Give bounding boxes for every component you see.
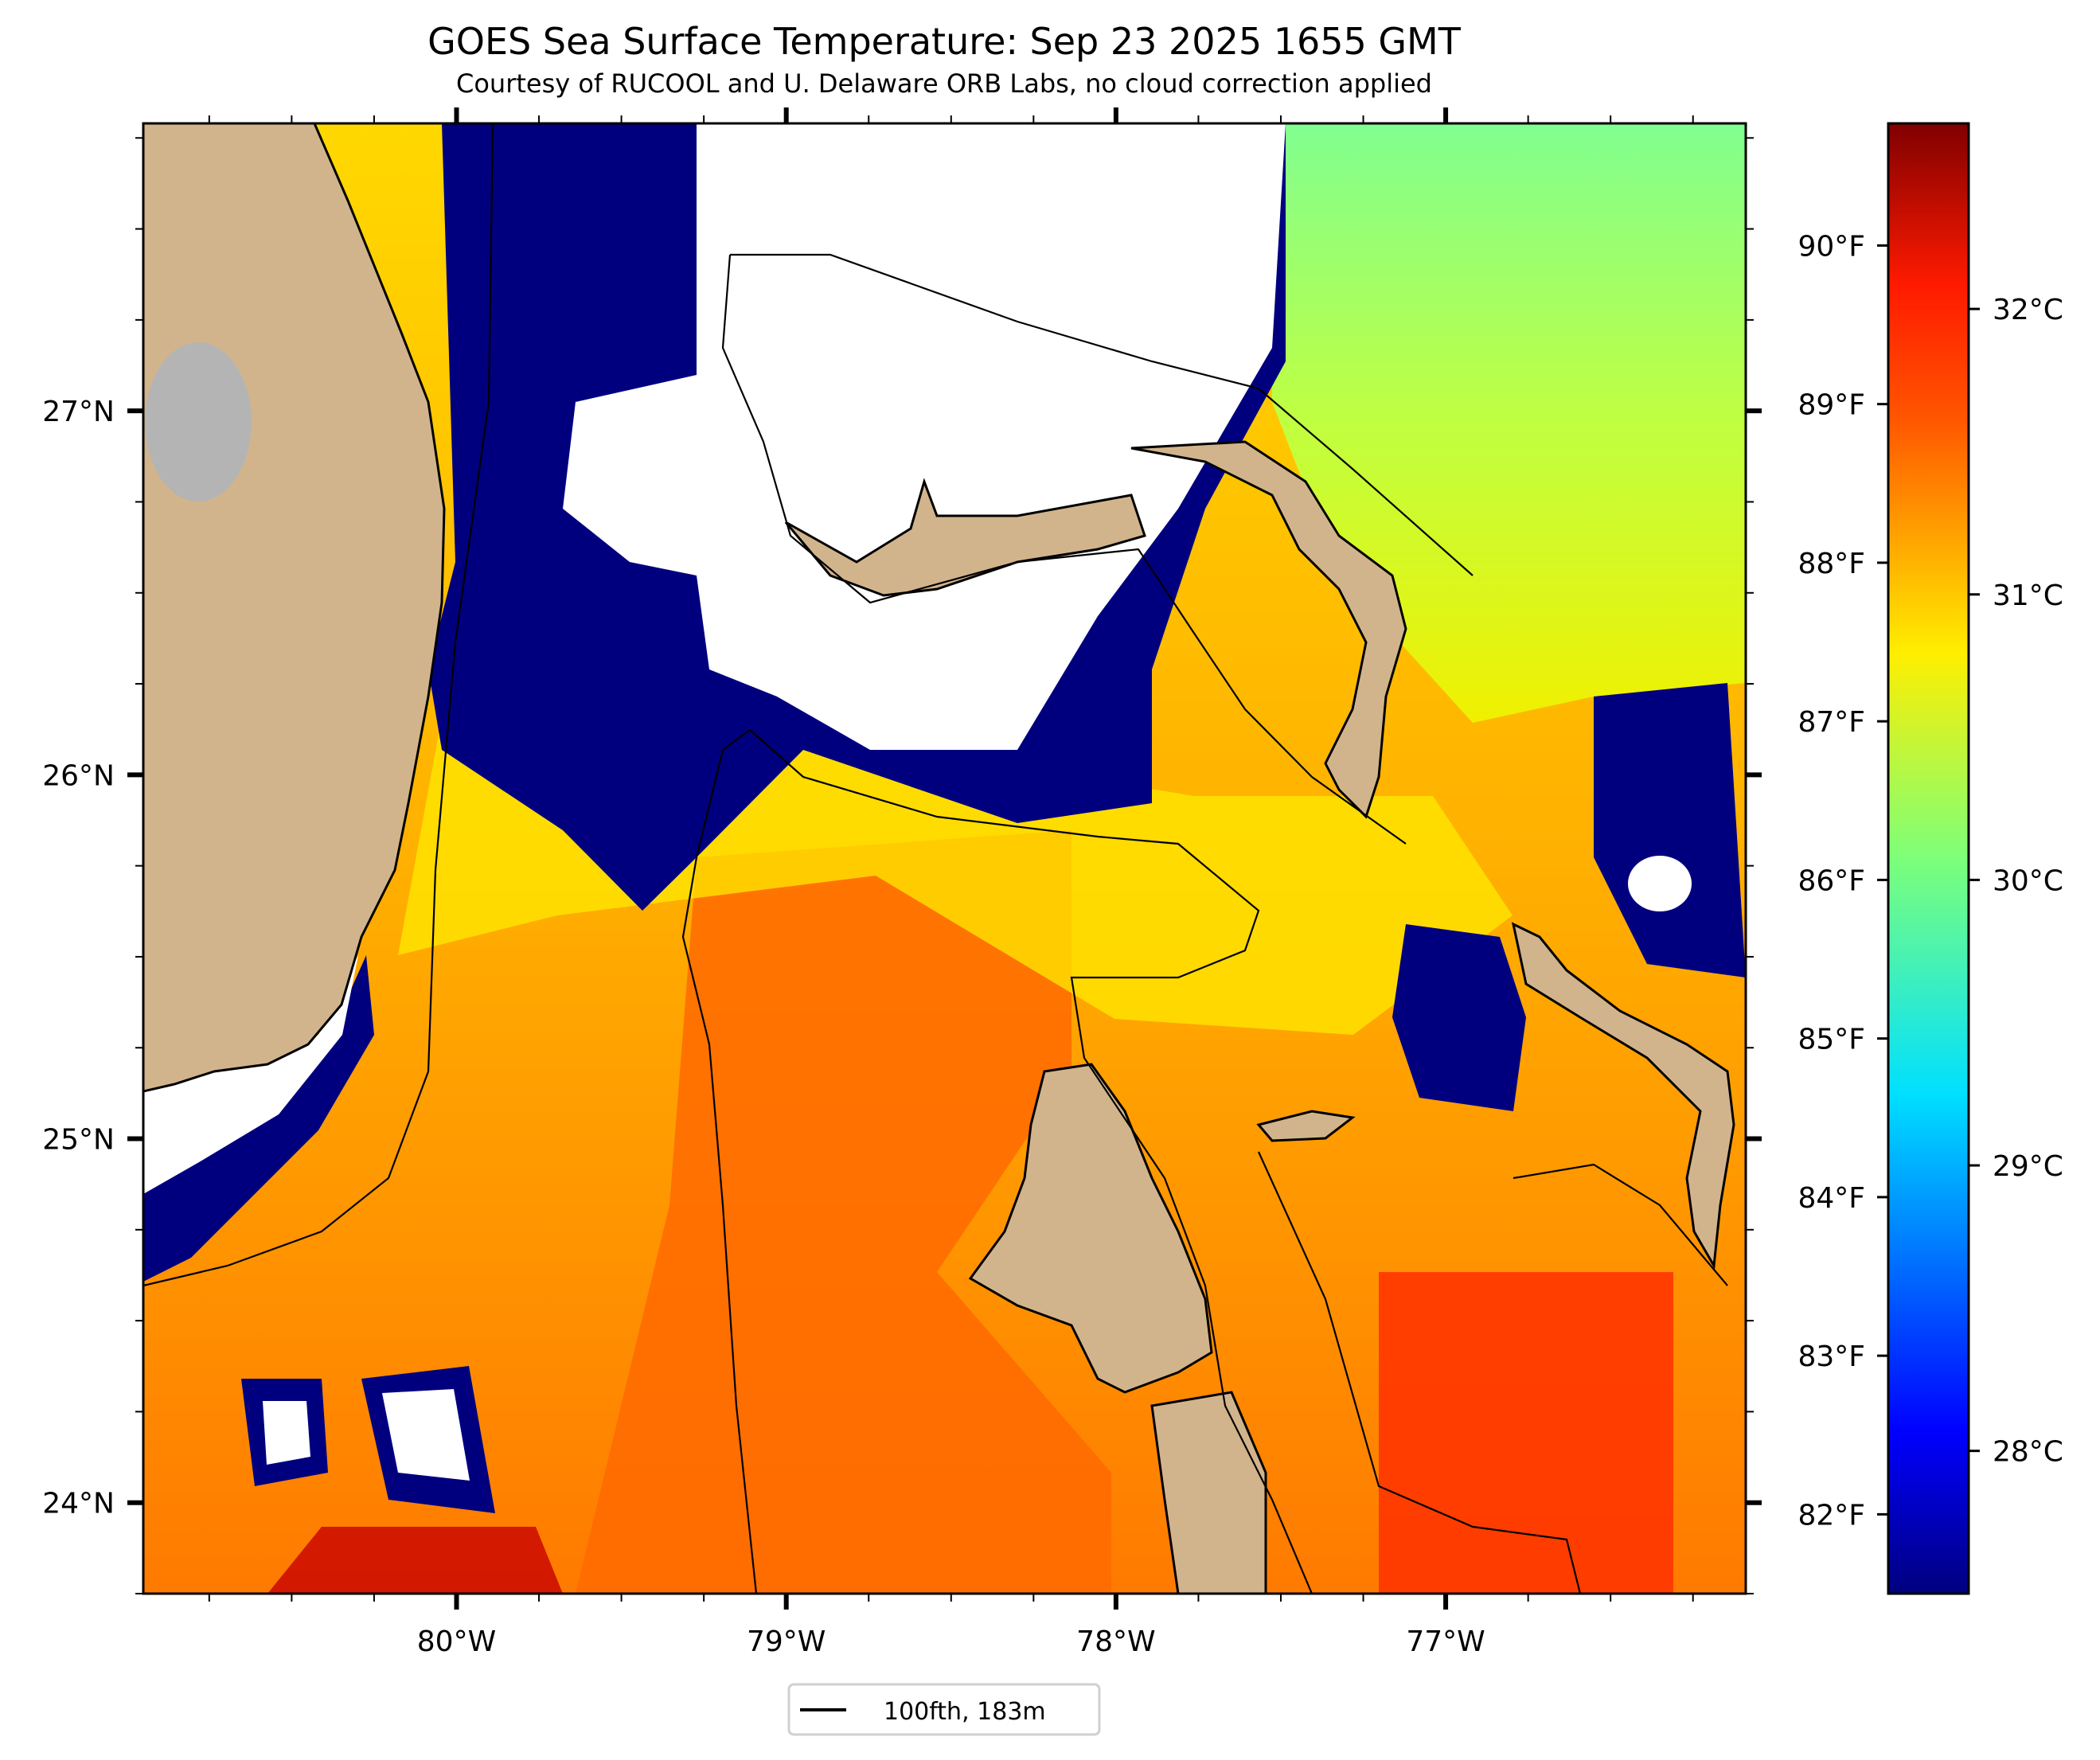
lake-okeechobee (145, 342, 252, 501)
lon-tick-label: 78°W (1076, 1625, 1155, 1658)
land-eleuthera (1511, 922, 1735, 1270)
fahrenheit-tick-label: 88°F (1797, 548, 1865, 580)
isobath-tongue-of-ocean (1257, 1151, 1582, 1594)
hot-water-southwest (267, 1527, 563, 1594)
isobath-exuma-sound (1513, 1163, 1728, 1286)
warm-water-central (576, 830, 1111, 1594)
fahrenheit-tick-label: 87°F (1797, 706, 1865, 739)
celsius-tick-label: 29°C (1993, 1150, 2063, 1183)
isobath-west-bahama-bank (681, 729, 758, 1594)
legend: 100fth, 183m (787, 1683, 1101, 1736)
map-ticks: 80°W 79°W 78°W 77°W 27°N 26°N 25°N 24°N (42, 107, 1762, 1658)
lon-tick-label: 80°W (417, 1625, 496, 1658)
land-south-andros (1150, 1391, 1267, 1594)
celsius-tick-label: 30°C (1993, 864, 2063, 897)
fahrenheit-tick-label: 86°F (1797, 864, 1865, 897)
isobath-little-bahama-bank-north (730, 253, 1474, 576)
cloud-patch-east-2 (1392, 924, 1526, 1111)
no-data-hole-east (1628, 856, 1692, 911)
cloud-patch-east (1594, 683, 1746, 978)
isobath-great-bahama-bank (749, 729, 1313, 1594)
map-frame (142, 122, 1747, 1595)
fahrenheit-tick-label: 85°F (1797, 1024, 1865, 1056)
no-data-hole-southwest (263, 1401, 310, 1465)
no-data-coast-florida (143, 955, 358, 1194)
fahrenheit-tick-label: 82°F (1797, 1499, 1865, 1532)
celsius-tick-label: 32°C (1993, 294, 2063, 326)
isobath-florida-strait (143, 123, 494, 1287)
fahrenheit-tick-label: 84°F (1797, 1182, 1865, 1215)
legend-label: 100fth, 183m (884, 1698, 1046, 1726)
sst-map (143, 123, 1746, 1594)
land-new-providence (1256, 1110, 1356, 1142)
land-andros (968, 1063, 1213, 1394)
warm-water-southeast (1379, 1272, 1673, 1594)
lon-tick-label: 77°W (1406, 1625, 1485, 1658)
isobath-little-bahama-bank-south (721, 254, 1407, 845)
lon-tick-label: 79°W (747, 1625, 826, 1658)
celsius-tick-label: 31°C (1993, 580, 2063, 612)
colorbar-ticks: 32°C 31°C 30°C 29°C 28°C 90°F 89°F 88°F 87°F 86°F… (1797, 230, 2063, 1532)
no-data-hole-southwest-2 (382, 1389, 470, 1481)
lat-tick-label: 26°N (42, 759, 115, 792)
lat-tick-label: 24°N (42, 1488, 115, 1520)
land-grand-bahama (784, 478, 1146, 597)
isobath-100fth (143, 123, 1728, 1594)
legend-box (787, 1683, 1101, 1736)
fahrenheit-tick-label: 90°F (1797, 230, 1865, 263)
colorbar (1887, 122, 1970, 1595)
fahrenheit-tick-label: 83°F (1797, 1340, 1865, 1373)
fahrenheit-tick-label: 89°F (1797, 389, 1865, 422)
no-data-region-north (563, 123, 1286, 750)
figure-subtitle: Courtesy of RUCOOL and U. Delaware ORB L… (456, 68, 1432, 99)
lat-tick-label: 25°N (42, 1124, 115, 1157)
lat-tick-label: 27°N (42, 396, 115, 428)
figure-title: GOES Sea Surface Temperature: Sep 23 202… (427, 20, 1462, 63)
land-abaco (1130, 440, 1407, 819)
celsius-tick-label: 28°C (1993, 1436, 2063, 1469)
